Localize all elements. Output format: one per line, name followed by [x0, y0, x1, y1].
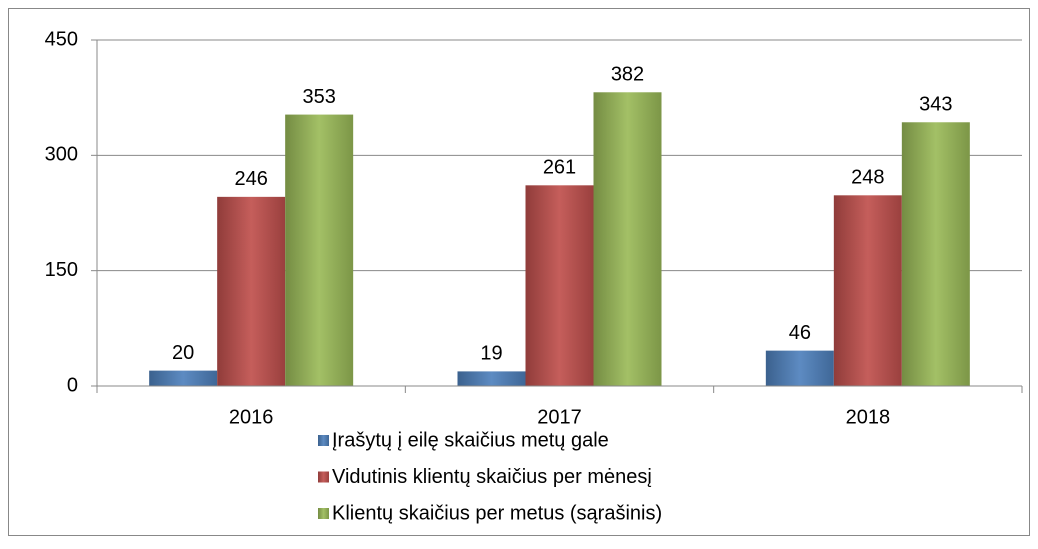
legend-swatch — [318, 435, 329, 446]
legend-label: Vidutinis klientų skaičius per mėnesį — [332, 466, 652, 488]
value-label: 382 — [611, 64, 644, 86]
bar — [593, 92, 662, 386]
y-tick-label: 150 — [45, 259, 78, 281]
y-tick-label: 0 — [67, 374, 78, 396]
value-label: 19 — [480, 343, 502, 365]
value-label: 353 — [302, 86, 335, 108]
value-label: 261 — [543, 157, 576, 179]
bar — [765, 350, 834, 386]
x-tick-label: 2018 — [846, 406, 891, 428]
bar — [285, 114, 354, 387]
y-tick-label: 300 — [45, 144, 78, 166]
bar — [525, 185, 594, 386]
bar — [149, 370, 218, 386]
legend-swatch — [318, 471, 329, 483]
value-label: 248 — [851, 167, 884, 189]
legend-label: Klientų skaičius per metus (sąrašinis) — [332, 502, 662, 524]
value-label: 20 — [172, 342, 194, 364]
value-label: 46 — [789, 322, 811, 344]
bar — [217, 196, 286, 386]
x-tick-label: 2017 — [537, 406, 582, 428]
legend-swatch — [318, 508, 329, 519]
bar — [901, 122, 970, 386]
legend-label: Įrašytų į eilę skaičius metų gale — [332, 429, 609, 451]
bar — [833, 195, 902, 386]
value-label: 343 — [919, 94, 952, 116]
value-label: 246 — [234, 168, 267, 190]
bar — [457, 371, 526, 386]
y-tick-label: 450 — [45, 28, 78, 50]
x-tick-label: 2016 — [229, 406, 274, 428]
